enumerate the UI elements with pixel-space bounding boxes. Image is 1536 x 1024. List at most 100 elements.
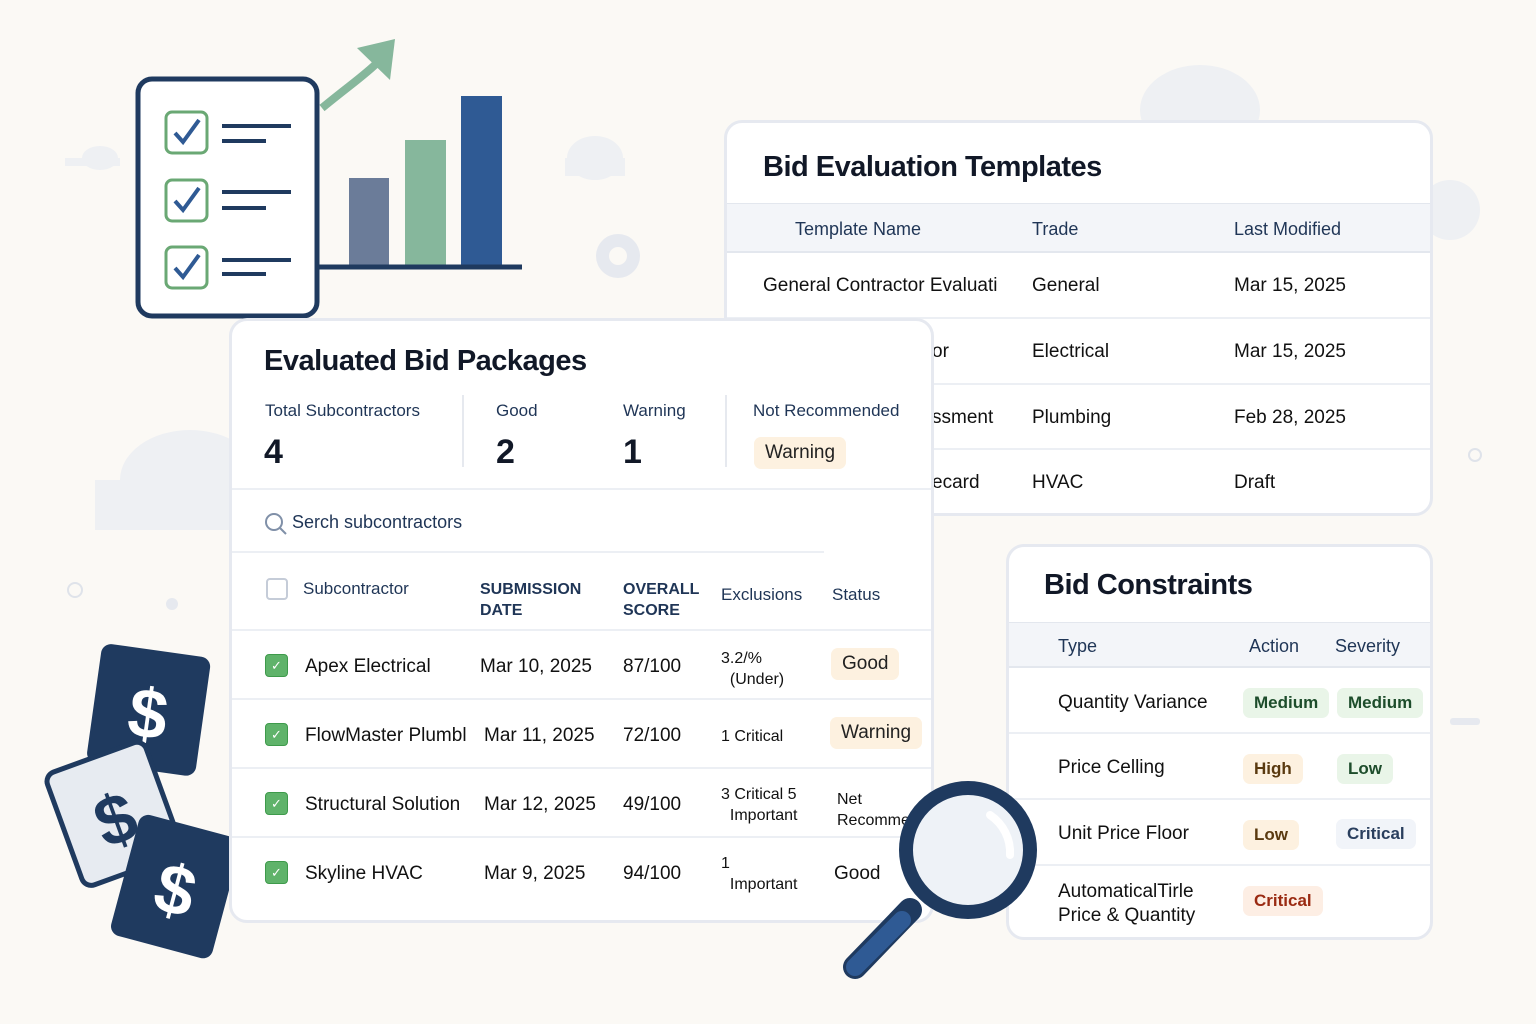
subcontractor-name: Skyline HVAC	[305, 863, 423, 884]
action-badge: Low	[1243, 820, 1299, 850]
col-status[interactable]: Status	[832, 585, 881, 604]
col-template-name[interactable]: Template Name	[795, 219, 922, 239]
exclusions: 1 Important	[721, 853, 797, 895]
exclusions: 3 Critical 5 Important	[721, 784, 797, 826]
template-row[interactable]: or Electrical Mar 15, 2025	[727, 319, 1430, 385]
submission-date: Mar 10, 2025	[480, 656, 592, 677]
exclusions: 1 Critical	[721, 728, 784, 745]
exclusion-line: 1	[721, 855, 730, 872]
exclusion-line: (Under)	[729, 671, 785, 688]
col-label: SCORE	[623, 602, 680, 619]
severity-badge: Critical	[1336, 819, 1416, 849]
template-row[interactable]: ssment Plumbing Feb 28, 2025	[727, 385, 1430, 450]
col-type[interactable]: Type	[1058, 636, 1098, 656]
constraint-type: Unit Price Floor	[1058, 823, 1189, 844]
constraint-type: AutomaticalTirle Price & Quantity	[1058, 881, 1196, 926]
action-badge: Medium	[1243, 688, 1330, 718]
templates-table-header: Template Name Trade Last Modified	[727, 203, 1430, 253]
subcontractor-row[interactable]: ✓ FlowMaster Plumbl Mar 11, 2025 72/100 …	[232, 700, 931, 769]
row-checkbox[interactable]: ✓	[265, 792, 288, 815]
submission-date: Mar 11, 2025	[484, 725, 595, 746]
row-checkbox[interactable]: ✓	[265, 723, 288, 746]
status-badge: Good	[831, 648, 900, 680]
template-trade: HVAC	[1032, 472, 1084, 493]
checklist-illustration	[135, 76, 320, 319]
template-row[interactable]: General Contractor Evaluati General Mar …	[727, 253, 1430, 319]
status-badge: Warning	[830, 717, 923, 749]
col-severity[interactable]: Severity	[1335, 636, 1401, 656]
subcontractor-name: Structural Solution	[305, 794, 461, 815]
stat-warning-label: Warning	[623, 401, 686, 420]
search-icon	[265, 513, 287, 535]
col-label: DATE	[480, 602, 523, 619]
stat-total-label: Total Subcontractors	[265, 401, 420, 420]
template-modified: Feb 28, 2025	[1234, 407, 1346, 428]
template-trade: Plumbing	[1032, 407, 1112, 428]
divider	[232, 629, 931, 631]
stat-good-value: 2	[496, 433, 515, 471]
constraint-row[interactable]: Unit Price Floor Low Critical	[1009, 800, 1430, 866]
subcontractor-row[interactable]: ✓ Skyline HVAC Mar 9, 2025 94/100 1 Impo…	[232, 838, 931, 907]
constraint-row[interactable]: AutomaticalTirle Price & Quantity Critic…	[1009, 866, 1430, 937]
stat-not-recommended-badge: Warning	[754, 437, 847, 469]
overall-score: 49/100	[623, 794, 682, 815]
col-last-modified[interactable]: Last Modified	[1234, 219, 1342, 239]
col-overall-score[interactable]: OVERALL SCORE	[623, 579, 699, 621]
template-modified: Mar 15, 2025	[1234, 341, 1346, 362]
search-placeholder: Serch subcontractors	[292, 512, 463, 532]
subcontractor-row[interactable]: ✓ Apex Electrical Mar 10, 2025 87/100 3.…	[232, 631, 931, 700]
stat-good-label: Good	[496, 401, 538, 420]
templates-title: Bid Evaluation Templates	[763, 151, 1102, 183]
magnifying-glass-icon	[843, 781, 1037, 979]
action-badge: High	[1243, 754, 1303, 784]
exclusion-line: Important	[729, 876, 798, 893]
exclusions: 3.2/% (Under)	[721, 648, 784, 690]
gear-icon	[596, 234, 640, 278]
stat-divider	[725, 395, 727, 467]
bar-chart-illustration	[317, 39, 522, 270]
col-trade[interactable]: Trade	[1032, 219, 1079, 239]
template-name: General Contractor Evaluati	[763, 275, 998, 296]
template-modified: Draft	[1234, 472, 1276, 493]
stat-warning-value: 1	[623, 433, 642, 471]
overall-score: 87/100	[623, 656, 682, 677]
packages-title: Evaluated Bid Packages	[264, 345, 587, 377]
col-subcontractor[interactable]: Subcontractor	[303, 579, 409, 598]
exclusion-line: 3 Critical 5	[721, 786, 797, 803]
submission-date: Mar 9, 2025	[484, 863, 586, 884]
submission-date: Mar 12, 2025	[484, 794, 596, 815]
stat-total-value: 4	[264, 433, 283, 471]
constraint-row[interactable]: Price Celling High Low	[1009, 734, 1430, 800]
divider	[232, 488, 931, 490]
search-input[interactable]: Serch subcontractors	[262, 509, 842, 539]
row-checkbox[interactable]: ✓	[265, 861, 288, 884]
col-exclusions[interactable]: Exclusions	[721, 585, 803, 604]
row-checkbox[interactable]: ✓	[265, 654, 288, 677]
action-badge: Critical	[1243, 886, 1323, 916]
template-modified: Mar 15, 2025	[1234, 275, 1346, 296]
col-label: OVERALL	[623, 581, 700, 598]
severity-badge: Low	[1337, 754, 1393, 784]
stat-not-recommended-label: Not Recommended	[753, 401, 900, 420]
constraint-type: Price Celling	[1058, 757, 1165, 778]
col-action[interactable]: Action	[1249, 636, 1300, 656]
select-all-checkbox[interactable]	[266, 578, 288, 600]
constraints-title: Bid Constraints	[1044, 569, 1253, 601]
template-row[interactable]: ecard HVAC Draft	[727, 450, 1430, 513]
price-tag-icons: $ $ $	[44, 644, 241, 959]
status-text: Net Recomme	[837, 791, 910, 829]
template-trade: Electrical	[1032, 341, 1110, 362]
bid-constraints-card: Bid Constraints Type Action Severity Qua…	[1006, 544, 1433, 940]
template-name: or	[932, 341, 949, 362]
subcontractor-row[interactable]: ✓ Structural Solution Mar 12, 2025 49/10…	[232, 769, 931, 838]
col-submission-date[interactable]: SUBMISSION DATE	[480, 579, 581, 621]
overall-score: 72/100	[623, 725, 682, 746]
constraints-table-header: Type Action Severity	[1009, 622, 1430, 668]
exclusion-line: 3.2/%	[721, 650, 762, 667]
overall-score: 94/100	[623, 863, 682, 884]
constraint-row[interactable]: Quantity Variance Medium Medium	[1009, 668, 1430, 734]
stat-divider	[462, 395, 464, 467]
col-label: SUBMISSION	[480, 581, 582, 598]
exclusion-line: Important	[729, 807, 798, 824]
